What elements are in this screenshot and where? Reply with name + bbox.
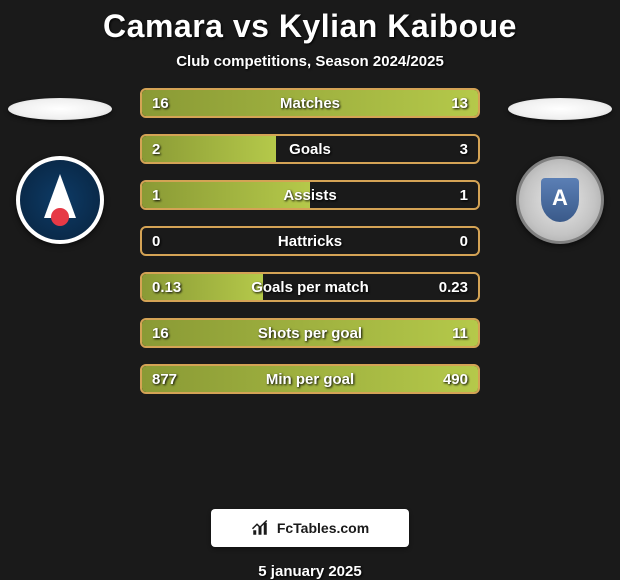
stat-value-right: 0 <box>460 233 468 250</box>
stat-label: Matches <box>280 95 340 112</box>
stat-row: 16 Matches 13 <box>140 88 480 118</box>
stat-label: Goals per match <box>251 279 369 296</box>
body-area: 16 Matches 13 2 Goals 3 1 Assists 1 0 Hattricks 0 0.… <box>0 88 620 503</box>
date-line: 5 january 2025 <box>258 563 361 580</box>
stat-value-right: 3 <box>460 141 468 158</box>
comparison-infographic: Camara vs Kylian Kaiboue Club competitio… <box>0 0 620 580</box>
stat-value-right: 490 <box>443 371 468 388</box>
stat-value-left: 16 <box>152 325 169 342</box>
right-ellipse-base <box>508 98 612 120</box>
stat-value-right: 13 <box>451 95 468 112</box>
left-player-column <box>0 88 120 503</box>
stat-fill-left <box>142 136 276 162</box>
stat-label: Shots per goal <box>258 325 362 342</box>
left-club-crest <box>16 156 104 244</box>
shield-icon <box>541 178 579 222</box>
stat-value-left: 2 <box>152 141 160 158</box>
stat-label: Hattricks <box>278 233 342 250</box>
stat-label: Min per goal <box>266 371 354 388</box>
stat-value-left: 1 <box>152 187 160 204</box>
stat-row: 2 Goals 3 <box>140 134 480 164</box>
left-ellipse-base <box>8 98 112 120</box>
stat-label: Assists <box>283 187 336 204</box>
chart-growth-icon <box>251 519 269 537</box>
watermark-badge: FcTables.com <box>211 509 409 547</box>
stat-value-right: 0.23 <box>439 279 468 296</box>
right-player-column <box>500 88 620 503</box>
stat-row: 16 Shots per goal 11 <box>140 318 480 348</box>
page-title: Camara vs Kylian Kaiboue <box>103 8 517 45</box>
stat-bars-column: 16 Matches 13 2 Goals 3 1 Assists 1 0 Hattricks 0 0.… <box>120 88 500 503</box>
stat-label: Goals <box>289 141 331 158</box>
subtitle: Club competitions, Season 2024/2025 <box>176 53 444 70</box>
stat-value-left: 0 <box>152 233 160 250</box>
stat-value-left: 877 <box>152 371 177 388</box>
stat-row: 0 Hattricks 0 <box>140 226 480 256</box>
stat-row: 877 Min per goal 490 <box>140 364 480 394</box>
right-club-crest <box>516 156 604 244</box>
stat-value-left: 16 <box>152 95 169 112</box>
stat-row: 0.13 Goals per match 0.23 <box>140 272 480 302</box>
stat-value-right: 11 <box>452 325 468 342</box>
watermark-text: FcTables.com <box>277 520 369 536</box>
stat-value-right: 1 <box>460 187 468 204</box>
stat-row: 1 Assists 1 <box>140 180 480 210</box>
football-icon <box>51 208 69 226</box>
stat-value-left: 0.13 <box>152 279 181 296</box>
